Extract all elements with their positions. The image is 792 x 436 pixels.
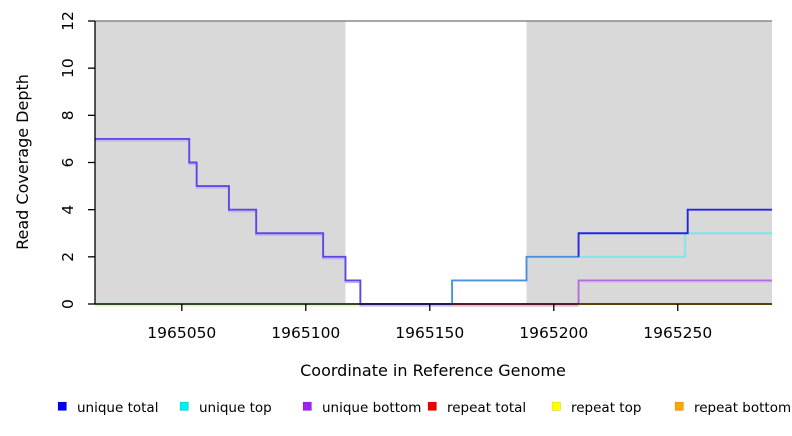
legend-item-repeat-total: repeat total <box>427 400 526 416</box>
series-unique-total-mid <box>451 255 579 304</box>
y-axis-title: Read Coverage Depth <box>13 74 32 250</box>
legend-item-unique-total: unique total <box>57 400 158 416</box>
x-axis-title: Coordinate in Reference Genome <box>300 361 566 380</box>
shaded-region <box>95 21 346 304</box>
legend-label: repeat total <box>447 400 526 416</box>
y-axis: 0 2 4 6 8 10 12 <box>59 11 96 309</box>
series-unique-total-right <box>577 208 772 257</box>
legend-swatch-unique-bottom <box>302 401 312 411</box>
x-axis: 1965050 1965100 1965150 1965200 1965250 <box>95 303 772 342</box>
legend-swatch-repeat-total <box>427 401 437 411</box>
legend-label: unique bottom <box>322 400 421 416</box>
legend-label: repeat top <box>571 400 641 416</box>
y-tick-label: 6 <box>59 158 77 168</box>
y-tick-label: 2 <box>59 252 77 262</box>
legend-swatch-unique-top <box>179 401 189 411</box>
series-unique-bottom-right <box>577 279 772 304</box>
shaded-regions <box>95 20 772 304</box>
legend-item-repeat-bottom: repeat bottom <box>674 400 791 416</box>
x-tick-label: 1965150 <box>395 324 464 342</box>
legend-swatch-unique-total <box>57 401 67 411</box>
legend-label: repeat bottom <box>694 400 791 416</box>
y-tick-label: 4 <box>59 205 77 215</box>
y-tick-label: 12 <box>59 11 77 31</box>
series-unique-top-right <box>578 232 772 258</box>
y-tick-label: 8 <box>59 110 77 120</box>
y-tick-label: 10 <box>59 58 77 78</box>
x-tick-label: 1965100 <box>271 324 340 342</box>
x-tick-label: 1965250 <box>643 324 712 342</box>
legend-label: unique top <box>199 400 272 416</box>
legend-item-repeat-top: repeat top <box>551 400 641 416</box>
x-tick-label: 1965200 <box>519 324 588 342</box>
series-unique-total-left <box>95 137 453 305</box>
legend-item-unique-bottom: unique bottom <box>302 400 421 416</box>
x-tick-label: 1965050 <box>147 324 216 342</box>
legend: unique total unique top unique bottom repea… <box>57 400 791 416</box>
y-tick-label: 0 <box>59 299 77 309</box>
legend-label: unique total <box>77 400 158 416</box>
shaded-region <box>526 21 772 304</box>
legend-swatch-repeat-bottom <box>674 401 684 411</box>
legend-item-unique-top: unique top <box>179 400 272 416</box>
legend-swatch-repeat-top <box>551 401 561 411</box>
